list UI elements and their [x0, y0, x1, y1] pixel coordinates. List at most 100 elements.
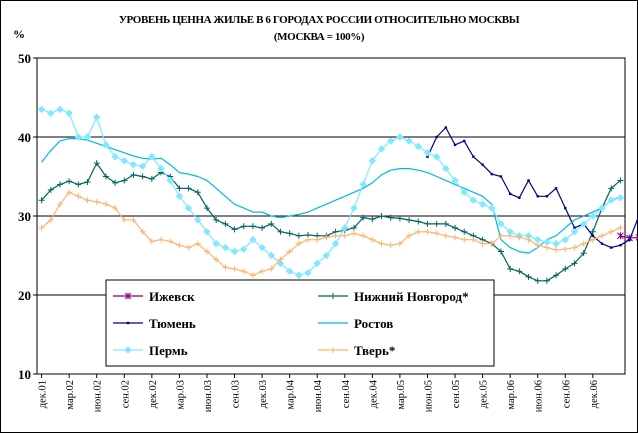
- data-point: [451, 176, 459, 185]
- data-point: [481, 163, 484, 166]
- series-line: [41, 162, 621, 282]
- data-point: [564, 206, 567, 210]
- data-point: [323, 234, 330, 241]
- legend-label: Ижевск: [149, 289, 195, 304]
- data-point: [432, 153, 441, 161]
- data-point: [185, 185, 192, 192]
- data-point: [527, 179, 530, 182]
- data-point: [66, 189, 73, 196]
- data-point: [478, 200, 487, 208]
- series-line: [41, 138, 621, 254]
- data-point: [499, 175, 503, 178]
- data-point: [47, 216, 54, 223]
- data-point: [350, 204, 358, 212]
- data-point: [222, 264, 229, 271]
- data-point: [423, 149, 432, 157]
- data-point: [562, 265, 569, 272]
- data-point: [600, 242, 604, 245]
- data-point: [617, 232, 624, 240]
- data-point: [148, 175, 155, 182]
- data-point: [405, 137, 413, 145]
- legend-marker: [124, 346, 132, 354]
- data-point: [619, 244, 622, 247]
- data-point: [571, 244, 578, 251]
- legend: Ижевск Нижний Новгород* Тюмень Ростов Пермь Т…: [105, 279, 495, 367]
- series-4: [37, 105, 625, 279]
- data-point: [267, 251, 275, 260]
- x-tick-label: сен.02: [120, 380, 131, 408]
- data-point: [129, 160, 138, 169]
- data-point: [617, 177, 624, 184]
- data-point: [589, 236, 596, 243]
- data-point: [304, 269, 312, 277]
- x-tick-label: июн.02: [93, 380, 104, 412]
- data-point: [84, 179, 91, 186]
- data-point: [184, 204, 193, 212]
- x-tick-label: мар.03: [175, 380, 186, 410]
- data-point: [561, 235, 569, 244]
- data-point: [121, 216, 128, 223]
- data-point: [38, 224, 45, 231]
- legend-label: Ростов: [354, 316, 393, 331]
- data-point: [268, 265, 275, 272]
- data-point: [442, 220, 449, 227]
- data-point: [490, 172, 493, 176]
- data-point: [286, 248, 293, 255]
- data-point: [176, 242, 183, 249]
- x-tick-label: сен.04: [341, 379, 352, 408]
- data-point: [435, 135, 438, 139]
- data-point: [387, 242, 394, 249]
- data-point: [453, 143, 457, 147]
- data-point: [507, 232, 514, 239]
- data-point: [378, 240, 385, 247]
- data-point: [121, 177, 128, 184]
- data-point: [341, 232, 348, 239]
- data-point: [350, 230, 357, 237]
- data-point: [579, 220, 588, 228]
- data-point: [617, 224, 624, 231]
- data-point: [194, 240, 201, 247]
- data-point: [497, 248, 504, 255]
- data-point: [56, 181, 63, 188]
- data-point: [259, 224, 266, 231]
- data-point: [525, 273, 532, 280]
- data-point: [442, 232, 449, 239]
- data-point: [571, 260, 578, 267]
- data-point: [589, 228, 596, 235]
- data-point: [369, 216, 376, 223]
- data-point: [396, 133, 404, 141]
- data-point: [93, 198, 100, 205]
- data-point: [415, 228, 422, 235]
- data-point: [406, 232, 413, 239]
- series-line: [41, 108, 621, 276]
- y-axis-unit: %: [13, 27, 25, 41]
- data-point: [598, 204, 606, 212]
- data-point: [433, 230, 440, 237]
- legend-marker: [126, 321, 130, 325]
- data-point: [213, 216, 220, 223]
- data-point: [240, 245, 248, 253]
- data-point: [47, 109, 55, 118]
- data-point: [148, 153, 156, 161]
- data-point: [470, 236, 477, 243]
- legend-entry: Ижевск: [113, 289, 195, 304]
- data-point: [415, 218, 422, 225]
- y-tick-label: 30: [18, 209, 31, 224]
- data-point: [258, 243, 266, 252]
- legend-label: Пермь: [149, 343, 188, 358]
- data-point: [488, 204, 496, 212]
- data-point: [120, 156, 128, 165]
- data-point: [194, 189, 201, 196]
- data-point: [194, 216, 202, 224]
- data-point: [461, 228, 468, 235]
- data-point: [461, 236, 468, 243]
- data-point: [360, 214, 367, 221]
- data-point: [139, 228, 146, 235]
- data-point: [93, 113, 101, 121]
- data-point: [130, 171, 137, 178]
- series-line: [426, 126, 638, 249]
- data-point: [608, 228, 615, 235]
- data-point: [452, 224, 459, 231]
